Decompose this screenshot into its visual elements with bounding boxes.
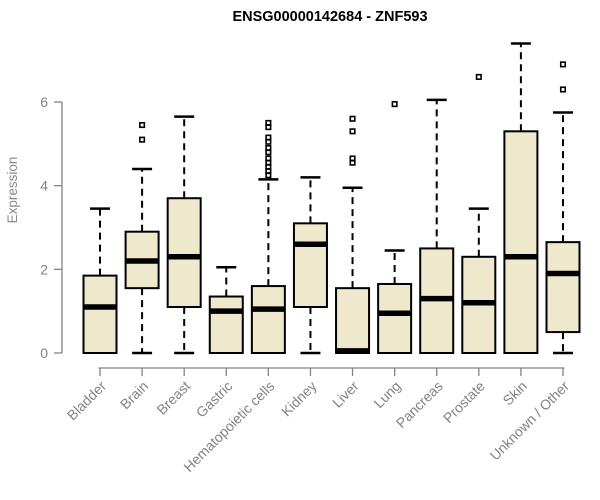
boxplot-lung: Lung xyxy=(370,101,413,411)
outlier-point-hematopoietic-cells-4 xyxy=(265,155,272,162)
x-tick-label-prostate: Prostate xyxy=(440,378,488,426)
outlier-point-liver-1 xyxy=(349,155,356,162)
x-tick-label-breast: Breast xyxy=(153,378,193,418)
iqr-box-lung xyxy=(377,282,413,354)
boxplot-brain: Brain xyxy=(117,121,160,412)
x-tick-label-brain: Brain xyxy=(117,378,151,412)
iqr-box-gastric xyxy=(208,295,244,355)
x-tick-label-bladder: Bladder xyxy=(64,378,110,424)
y-tick-label-6: 6 xyxy=(40,94,48,110)
iqr-box-bladder xyxy=(82,274,118,354)
y-tick-label-0: 0 xyxy=(40,345,48,361)
outlier-point-liver-3 xyxy=(349,115,356,122)
outlier-point-prostate-0 xyxy=(475,73,482,80)
outlier-point-hematopoietic-cells-10 xyxy=(265,119,272,126)
boxplot-skin: Skin xyxy=(499,42,539,409)
iqr-box-hematopoietic-cells xyxy=(250,285,286,354)
iqr-box-unknown-other xyxy=(545,241,581,334)
chart-title: ENSG00000142684 - ZNF593 xyxy=(232,9,427,25)
outlier-point-unknown-other-1 xyxy=(559,61,567,68)
x-tick-label-pancreas: Pancreas xyxy=(393,378,446,431)
outlier-point-unknown-other-0 xyxy=(559,86,567,93)
outlier-point-hematopoietic-cells-6 xyxy=(265,144,272,152)
outlier-point-lung-0 xyxy=(391,101,398,108)
boxplot-bladder: Bladder xyxy=(64,207,118,424)
x-tick-label-lung: Lung xyxy=(370,378,403,411)
boxplot-breast: Breast xyxy=(153,115,202,418)
outlier-point-brain-0 xyxy=(139,136,146,143)
y-tick-label-4: 4 xyxy=(40,178,48,194)
iqr-box-breast xyxy=(166,197,202,308)
x-tick-label-liver: Liver xyxy=(329,378,362,411)
outlier-point-brain-1 xyxy=(139,121,146,129)
iqr-box-skin xyxy=(503,130,539,354)
x-tick-label-skin: Skin xyxy=(499,378,530,409)
iqr-box-liver xyxy=(335,287,371,355)
y-tick-label-2: 2 xyxy=(40,261,48,277)
outlier-point-hematopoietic-cells-8 xyxy=(265,134,272,141)
boxplot-liver: Liver xyxy=(329,115,371,411)
iqr-box-kidney xyxy=(292,222,328,308)
boxplot-pancreas: Pancreas xyxy=(393,98,455,431)
x-tick-label-unknown-other: Unknown / Other xyxy=(487,378,573,464)
x-tick-label-kidney: Kidney xyxy=(278,378,320,420)
y-axis-title: Expression xyxy=(5,157,20,224)
outlier-point-liver-2 xyxy=(349,128,356,135)
